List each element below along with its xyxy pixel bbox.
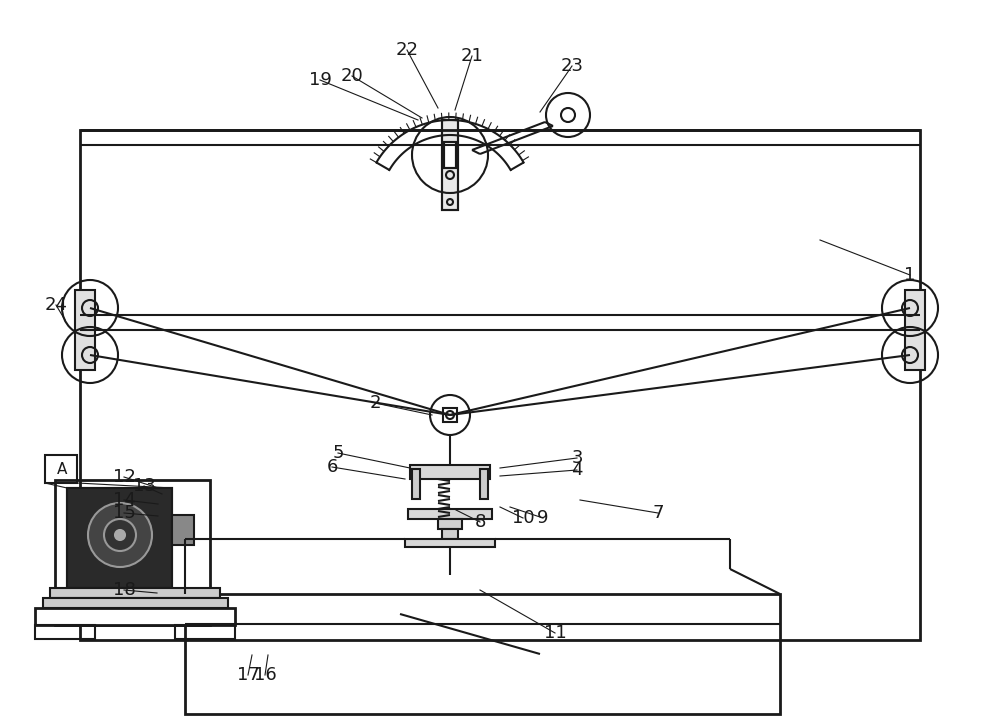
Text: 20: 20 (341, 67, 363, 85)
Bar (172, 515, 194, 545)
Bar (905, 290, 925, 370)
Text: 8: 8 (474, 513, 486, 531)
Bar (75, 290, 95, 370)
Bar (185, 594, 780, 714)
Text: 3: 3 (571, 449, 583, 467)
Bar (50, 588, 220, 598)
Bar (67, 488, 172, 588)
Bar (480, 469, 488, 499)
Text: 15: 15 (113, 504, 135, 522)
Text: 5: 5 (332, 444, 344, 462)
Text: 22: 22 (396, 41, 418, 59)
Text: 16: 16 (254, 666, 276, 684)
Bar (442, 120, 458, 210)
Bar (55, 480, 210, 625)
Text: 12: 12 (113, 468, 135, 486)
Bar (408, 509, 492, 519)
Circle shape (561, 108, 575, 122)
Bar (438, 519, 462, 529)
Text: 7: 7 (652, 504, 664, 522)
Text: 10: 10 (512, 509, 534, 527)
Bar (67, 488, 172, 588)
Text: 19: 19 (309, 71, 331, 89)
Bar (442, 120, 458, 210)
Text: 18: 18 (113, 581, 135, 599)
Bar (45, 455, 77, 483)
Circle shape (115, 530, 125, 540)
Bar (412, 469, 420, 499)
Circle shape (104, 519, 136, 551)
Bar (444, 142, 456, 168)
Bar (175, 625, 235, 639)
Text: 17: 17 (237, 666, 259, 684)
Text: A: A (57, 462, 67, 477)
Bar (35, 608, 235, 625)
Text: 1: 1 (904, 266, 916, 284)
Text: 4: 4 (571, 461, 583, 479)
Text: 9: 9 (537, 509, 549, 527)
Bar (443, 408, 457, 422)
Bar (442, 529, 458, 539)
Bar (80, 130, 920, 640)
Bar (43, 598, 228, 608)
Text: 6: 6 (326, 458, 338, 476)
Text: 23: 23 (560, 57, 584, 75)
Bar (410, 465, 490, 479)
Text: 24: 24 (44, 296, 68, 314)
Bar (444, 142, 456, 168)
Circle shape (446, 411, 454, 419)
Bar (35, 625, 95, 639)
Bar (405, 539, 495, 547)
Text: 13: 13 (133, 477, 155, 495)
Circle shape (88, 503, 152, 567)
Text: 14: 14 (113, 491, 135, 509)
Text: 21: 21 (461, 47, 483, 65)
Text: 11: 11 (544, 624, 566, 642)
Text: 2: 2 (369, 394, 381, 412)
